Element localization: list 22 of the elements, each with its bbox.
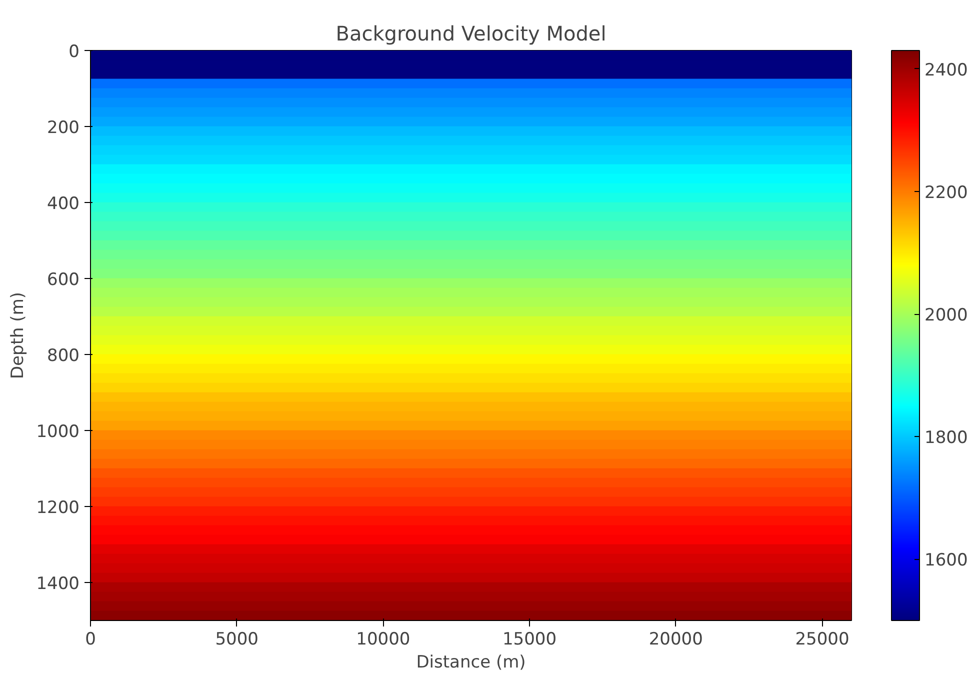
color-bar-label: 2200	[924, 182, 968, 203]
color-bar-label: 1800	[924, 428, 968, 448]
x-axis-title: Distance (m)	[416, 652, 526, 672]
y-tick-label: 1400	[36, 574, 80, 594]
y-tick-label: 0	[68, 42, 80, 62]
y-tick-label: 200	[47, 118, 80, 138]
x-tick-label: 5000	[215, 630, 258, 650]
color-bar-label: 1600	[924, 550, 968, 571]
y-tick-label: 600	[47, 270, 80, 290]
y-tick-label: 400	[47, 194, 80, 214]
color-bar-label: 2000	[924, 306, 968, 326]
y-tick-label: 800	[47, 346, 80, 366]
color-bar-label: 2400	[924, 60, 968, 80]
x-tick-label: 10000	[356, 630, 410, 650]
y-axis-title: Depth (m)	[8, 292, 28, 380]
chart-title: Background Velocity Model	[336, 22, 606, 46]
x-tick-label: 20000	[648, 630, 703, 650]
x-tick-label: 25000	[795, 630, 850, 650]
x-tick-label: 15000	[502, 630, 557, 650]
x-tick-label: 0	[85, 630, 96, 650]
y-tick-label: 1000	[36, 422, 80, 442]
y-tick-label: 1200	[36, 498, 80, 518]
